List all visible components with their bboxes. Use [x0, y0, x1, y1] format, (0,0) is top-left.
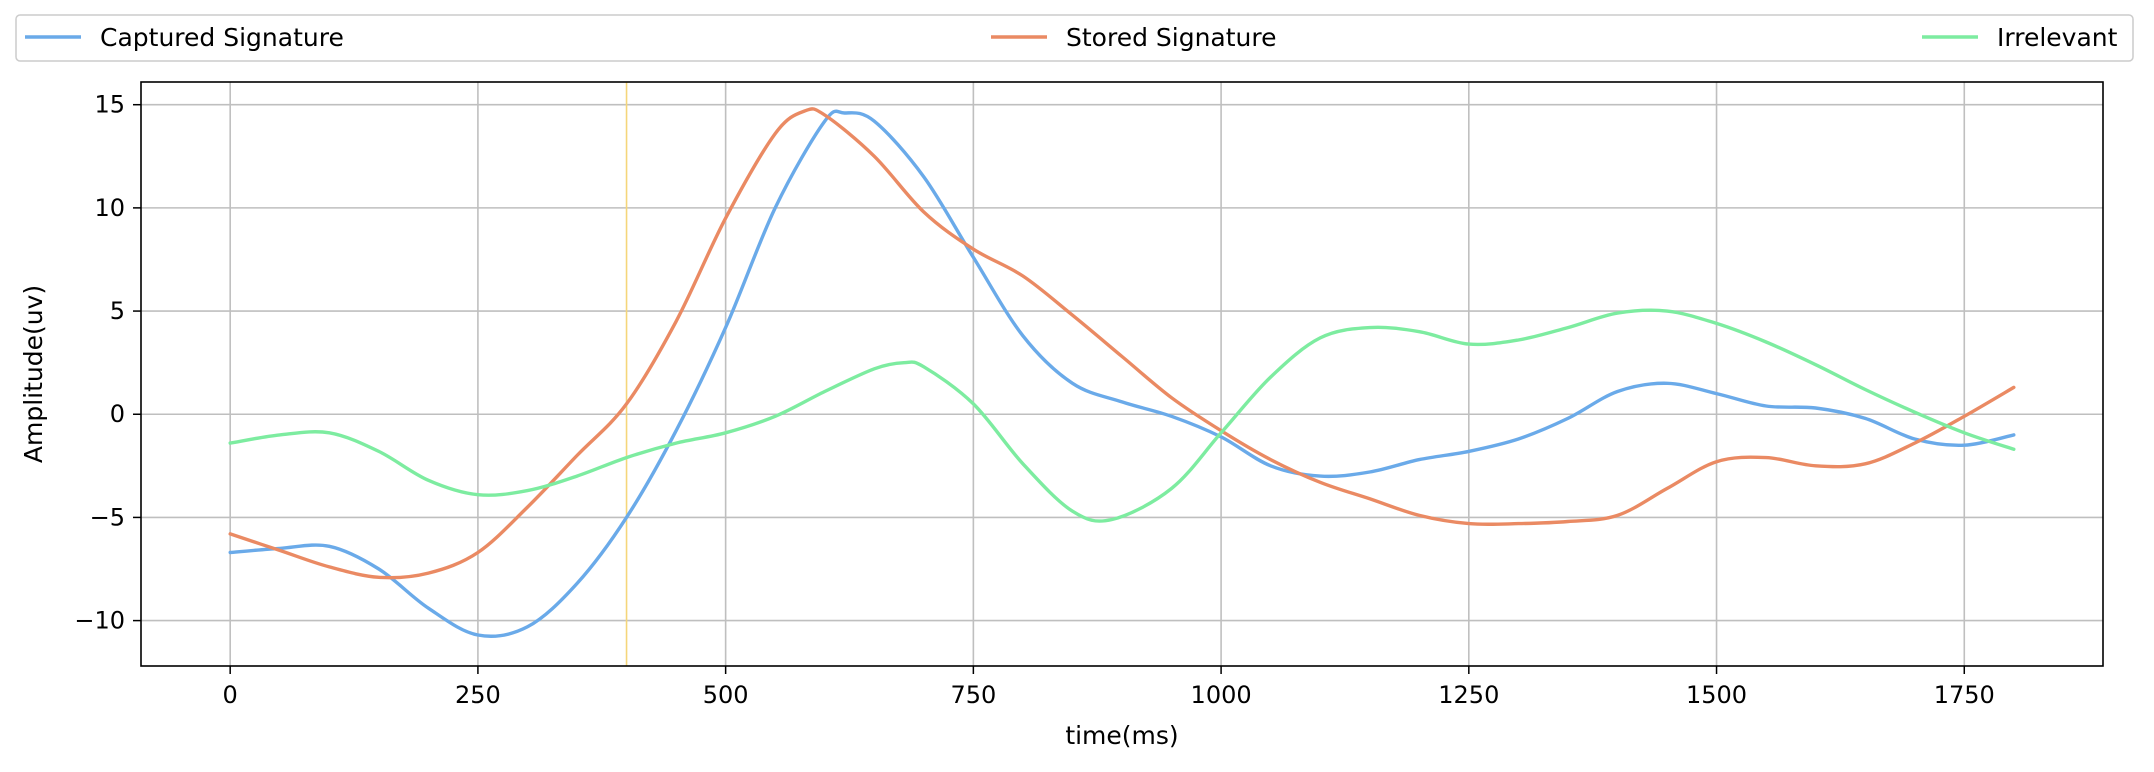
- legend-label-stored-signature: Stored Signature: [1066, 23, 1277, 52]
- ticks: 0 250 500 750 1000 1250 1500 1750 −10 −5 0 5 10 15: [74, 91, 1994, 709]
- series-line-captured-signature: [228, 109, 2016, 638]
- y-tick-label: 15: [94, 91, 125, 119]
- legend-frame: [15, 14, 2134, 62]
- x-axis-label: time(ms): [1065, 721, 1178, 750]
- x-tick-label: 1250: [1438, 681, 1499, 709]
- x-tick-label: 1000: [1191, 681, 1252, 709]
- y-axis-label: Amplitude(uv): [19, 285, 48, 463]
- y-tick-label: −5: [90, 503, 125, 531]
- x-tick-label: 750: [950, 681, 996, 709]
- x-tick-label: 500: [703, 681, 749, 709]
- y-tick-label: 0: [110, 400, 125, 428]
- plot-area: 0 250 500 750 1000 1250 1500 1750 −10 −5 0 5 10 15: [74, 81, 2104, 709]
- legend-label-irrelevant: Irrelevant: [1997, 23, 2118, 52]
- series-line-irrelevant: [228, 308, 2016, 523]
- y-tick-label: 5: [110, 297, 125, 325]
- series-lines: [228, 107, 2016, 638]
- grid: [141, 82, 2103, 666]
- x-tick-label: 1750: [1934, 681, 1995, 709]
- x-tick-label: 250: [455, 681, 501, 709]
- y-tick-label: 10: [94, 194, 125, 222]
- legend-label-captured-signature: Captured Signature: [100, 23, 344, 52]
- x-tick-label: 1500: [1686, 681, 1747, 709]
- x-tick-label: 0: [223, 681, 238, 709]
- legend: Captured Signature Stored Signature Irrele…: [15, 14, 2134, 62]
- plot-frame: [140, 81, 2104, 667]
- series-line-stored-signature: [228, 107, 2016, 580]
- y-tick-label: −10: [74, 607, 125, 635]
